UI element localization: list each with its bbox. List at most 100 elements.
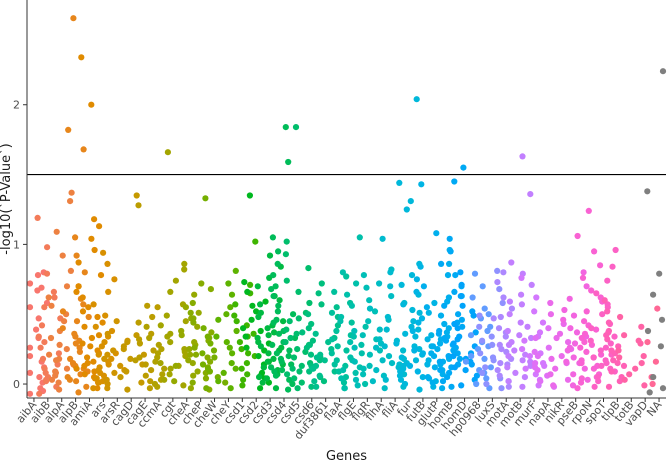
point-homD-1 [458, 281, 465, 288]
point-motA-2 [500, 294, 507, 301]
point-aibB-20 [43, 376, 50, 383]
point-homB-9 [455, 311, 462, 318]
point-arsR-10 [104, 351, 111, 358]
point-glutP-3 [444, 272, 452, 279]
point-flhA-5 [376, 326, 383, 333]
point-homD-15 [458, 382, 465, 389]
point-flhA-2 [388, 293, 395, 300]
point-alpB-29 [72, 333, 79, 340]
point-csd1-7 [236, 339, 243, 346]
point-csd2-20 [249, 302, 256, 309]
point-amiA-2 [91, 216, 98, 223]
point-cheY-15 [213, 333, 220, 340]
point-futB-2 [413, 276, 420, 283]
point-nikR-6 [558, 353, 565, 360]
point-csd5-21 [294, 346, 301, 353]
point-csd4-23 [273, 316, 280, 323]
y-tick-label-0: 0 [13, 378, 20, 391]
point-csd5-3 [305, 265, 312, 272]
point-glutP-6 [423, 304, 430, 311]
point-homB-25 [456, 355, 463, 362]
point-csd2-1 [241, 279, 248, 286]
point-csd4-19 [272, 372, 280, 379]
point-cheW-2 [204, 333, 211, 340]
point-cagE-3 [135, 319, 142, 326]
point-csd5-13 [290, 354, 298, 361]
point-motB-8 [517, 319, 524, 326]
point-duf3861-11 [311, 378, 318, 385]
point-rpoN-19 [574, 385, 581, 392]
point-aibA-11 [26, 390, 34, 397]
point-amiA-4 [88, 235, 95, 242]
point-cheY-13 [232, 365, 239, 372]
point-amiA-3 [96, 223, 103, 230]
point-arsR-6 [111, 369, 118, 376]
point-pseB-12 [570, 371, 577, 378]
point-totB-1 [638, 323, 645, 330]
point-glutP-4 [420, 283, 427, 290]
point-rpoN-25 [581, 330, 589, 337]
point-spoT-16 [591, 383, 598, 390]
point-alpA-5 [63, 283, 71, 290]
point-cagE-13 [136, 336, 143, 343]
point-glutP-21 [437, 340, 444, 347]
point-amiA-12 [81, 323, 88, 330]
point-cheY-1 [225, 280, 232, 287]
point-murF-7 [526, 353, 534, 360]
axes [23, 0, 666, 402]
point-csd5-22 [298, 362, 305, 369]
point-cheA-13 [187, 385, 194, 392]
point-aibB-12 [35, 333, 42, 340]
point-alpA-1 [67, 198, 74, 205]
point-aibA-15 [26, 369, 34, 376]
point-pseB-17 [563, 358, 570, 365]
point-spoT-17 [588, 325, 595, 332]
point-amiA-10 [85, 304, 92, 311]
point-csd4-17 [268, 364, 275, 371]
point-cagE-9 [148, 367, 155, 374]
point-cheA-17 [195, 309, 202, 316]
point-amiA-18 [73, 365, 80, 372]
point-aibB-5 [41, 339, 48, 346]
point-csd4-27 [268, 286, 275, 293]
point-rpoN-26 [578, 357, 585, 364]
point-nikR-10 [564, 376, 572, 383]
point-motB-4 [528, 281, 535, 288]
point-futB-14 [419, 374, 426, 381]
point-motB-24 [506, 298, 513, 305]
point-csd3-24 [276, 297, 283, 304]
point-csd4-25 [273, 350, 280, 357]
point-tlpB-9 [608, 368, 615, 375]
point-cgt-2 [181, 266, 188, 273]
point-totB-4 [615, 347, 622, 354]
point-futB-5 [425, 309, 432, 316]
point-csd1-1 [247, 281, 254, 288]
point-hp0968-10 [462, 358, 470, 365]
point-hp0968-0 [471, 270, 479, 277]
point-murF-2 [531, 308, 538, 315]
point-pseB-4 [560, 316, 567, 323]
point-cagE-11 [147, 378, 154, 385]
point-aibB-6 [55, 350, 63, 357]
point-csd6-16 [306, 341, 313, 348]
point-homB-19 [444, 374, 451, 381]
point-csd6-1 [315, 290, 322, 297]
point-totB-2 [621, 332, 628, 339]
point-homB-26 [437, 367, 444, 374]
point-arsR-5 [117, 362, 124, 369]
point-cheA-9 [172, 362, 179, 369]
point-glutP-7 [437, 312, 445, 319]
point-flgE-0 [356, 234, 363, 241]
point-homD-17 [450, 340, 457, 347]
point-flgR-5 [351, 327, 358, 335]
point-flgE-4 [348, 302, 355, 309]
point-homB-22 [458, 316, 465, 323]
point-nikR-4 [565, 339, 572, 346]
x-axis-title: Genes [326, 449, 367, 464]
point-pseB-1 [583, 283, 590, 290]
point-homB-16 [436, 358, 443, 365]
point-aibB-0 [34, 214, 41, 221]
point-ars-1 [104, 260, 111, 267]
point-flgR-14 [359, 332, 366, 339]
